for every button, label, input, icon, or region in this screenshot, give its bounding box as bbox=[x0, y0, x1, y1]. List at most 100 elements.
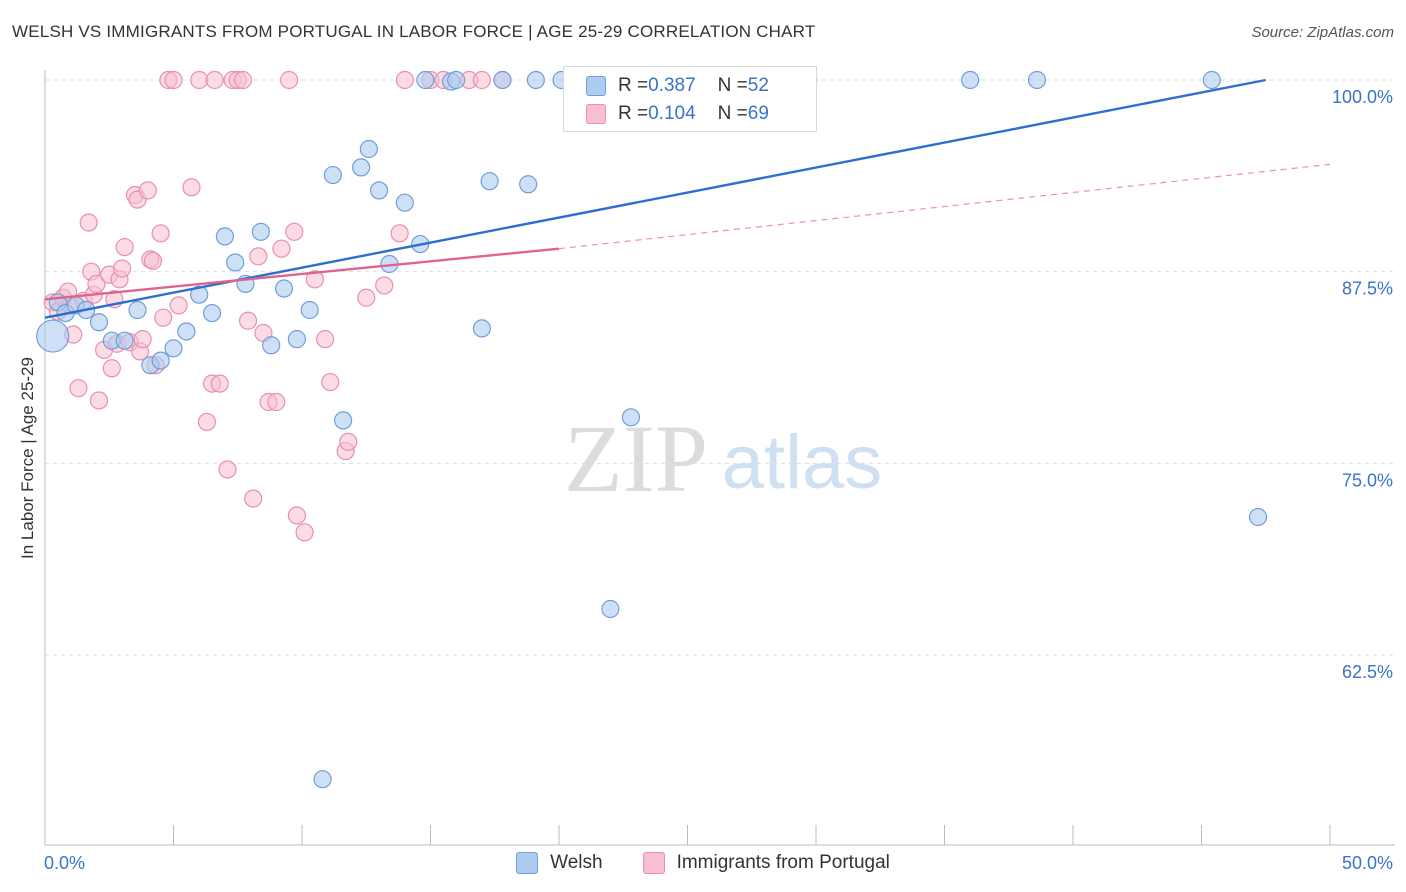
legend-portugal-r-value: 0.104 bbox=[648, 103, 696, 124]
portugal-point-53 bbox=[285, 222, 304, 241]
legend-portugal-r-label: R = bbox=[618, 103, 649, 124]
portugal-point-19 bbox=[112, 259, 132, 278]
welsh-point-13 bbox=[190, 285, 209, 304]
legend-welsh-n-value: 52 bbox=[747, 75, 769, 96]
portugal-point-39 bbox=[205, 70, 224, 90]
portugal-point-31 bbox=[154, 308, 173, 327]
portugal-point-56 bbox=[305, 270, 324, 289]
legend: R = 0.387 N = 52 R = 0.104 N = 69 bbox=[563, 66, 817, 132]
bottom-legend: Welsh Immigrants from Portugal bbox=[0, 852, 1406, 874]
watermark-atlas: atlas bbox=[722, 420, 883, 505]
welsh-point-23 bbox=[313, 770, 332, 789]
portugal-point-62 bbox=[375, 276, 394, 295]
legend-welsh-r-value: 0.387 bbox=[648, 75, 696, 96]
portugal-point-68 bbox=[472, 70, 491, 90]
legend-row-portugal: R = 0.104 N = 69 bbox=[586, 101, 769, 127]
welsh-point-20 bbox=[274, 279, 294, 298]
portugal-point-8 bbox=[79, 213, 98, 232]
bottom-legend-welsh-label: Welsh bbox=[550, 852, 603, 873]
portugal-point-15 bbox=[102, 359, 121, 378]
watermark: ZIP atlas bbox=[564, 405, 882, 512]
portugal-point-57 bbox=[316, 330, 335, 349]
portugal-point-52 bbox=[280, 70, 299, 90]
portugal-point-55 bbox=[295, 523, 314, 542]
portugal-point-47 bbox=[249, 247, 268, 266]
portugal-point-61 bbox=[357, 288, 376, 307]
welsh-point-22 bbox=[300, 300, 319, 320]
bottom-legend-portugal[interactable]: Immigrants from Portugal bbox=[642, 852, 890, 874]
welsh-point-10 bbox=[151, 351, 170, 370]
y-tick-label-1: 75.0% bbox=[1342, 470, 1393, 490]
portugal-point-44 bbox=[233, 70, 252, 90]
welsh-point-28 bbox=[370, 181, 389, 200]
bottom-legend-portugal-label: Immigrants from Portugal bbox=[676, 852, 890, 873]
welsh-point-14 bbox=[202, 303, 222, 323]
chart-source: Source: ZipAtlas.com bbox=[1251, 24, 1394, 41]
welsh-point-5 bbox=[89, 313, 109, 332]
portugal-point-30 bbox=[151, 224, 170, 243]
portugal-point-46 bbox=[244, 489, 263, 508]
welsh-point-12 bbox=[177, 322, 196, 341]
legend-portugal-n-value: 69 bbox=[747, 103, 769, 124]
chart-title: WELSH VS IMMIGRANTS FROM PORTUGAL IN LAB… bbox=[12, 22, 816, 41]
portugal-point-45 bbox=[238, 311, 258, 330]
y-tick-label-2: 87.5% bbox=[1342, 279, 1393, 299]
welsh-point-8 bbox=[128, 300, 147, 320]
portugal-point-54 bbox=[287, 506, 306, 525]
legend-row-welsh: R = 0.387 N = 52 bbox=[586, 73, 769, 99]
welsh-point-11 bbox=[164, 339, 183, 358]
welsh-point-15 bbox=[215, 227, 234, 246]
welsh-point-42 bbox=[601, 599, 620, 619]
welsh-point-18 bbox=[251, 222, 270, 241]
portugal-point-12 bbox=[89, 391, 109, 410]
portugal-point-41 bbox=[218, 460, 237, 479]
legend-portugal-n-label: N = bbox=[717, 103, 748, 124]
portugal-point-50 bbox=[267, 392, 286, 412]
x-tick-label-min: 0.0% bbox=[44, 853, 85, 873]
x-tick-label-max: 50.0% bbox=[1342, 853, 1393, 873]
welsh-point-52 bbox=[1248, 507, 1268, 527]
welsh-point-38 bbox=[519, 175, 538, 194]
portugal-point-35 bbox=[182, 178, 201, 197]
welsh-point-25 bbox=[334, 411, 353, 430]
portugal-point-63 bbox=[390, 224, 409, 243]
bottom-legend-swatch-portugal bbox=[642, 852, 665, 874]
portugal-point-20 bbox=[115, 238, 134, 257]
legend-welsh-r-label: R = bbox=[618, 75, 649, 96]
portugal-point-36 bbox=[190, 70, 209, 90]
bottom-legend-swatch-welsh bbox=[516, 852, 539, 874]
portugal-point-33 bbox=[164, 70, 183, 90]
portugal-trend-extension bbox=[558, 163, 1331, 250]
welsh-point-30 bbox=[395, 193, 414, 212]
portugal-point-51 bbox=[272, 239, 291, 258]
welsh-point-37 bbox=[493, 70, 512, 90]
series-portugal-points bbox=[43, 70, 512, 542]
axes bbox=[44, 70, 1395, 846]
welsh-point-51 bbox=[1202, 70, 1221, 90]
legend-welsh-n-label: N = bbox=[717, 75, 748, 96]
welsh-point-39 bbox=[526, 70, 545, 90]
welsh-point-16 bbox=[226, 253, 245, 272]
welsh-point-35 bbox=[472, 319, 491, 338]
y-tick-label-3: 100.0% bbox=[1332, 87, 1393, 107]
welsh-point-36 bbox=[480, 172, 499, 191]
welsh-point-43 bbox=[621, 408, 641, 427]
welsh-point-34 bbox=[447, 70, 466, 90]
portugal-point-25 bbox=[133, 330, 152, 349]
portugal-point-28 bbox=[143, 251, 163, 271]
portugal-point-37 bbox=[197, 412, 217, 432]
tick-labels: 62.5% 75.0% 87.5% 100.0% 0.0% 50.0% bbox=[44, 87, 1393, 873]
welsh-point-26 bbox=[352, 158, 371, 177]
welsh-point-50 bbox=[1027, 70, 1047, 90]
portugal-point-64 bbox=[395, 70, 414, 90]
welsh-point-32 bbox=[416, 70, 435, 90]
legend-swatch-welsh bbox=[586, 76, 606, 96]
portugal-point-6 bbox=[69, 379, 88, 398]
portugal-point-60 bbox=[339, 432, 358, 451]
welsh-point-49 bbox=[961, 70, 980, 90]
portugal-trend-line bbox=[44, 247, 560, 301]
portugal-point-34 bbox=[169, 296, 188, 315]
welsh-point-19 bbox=[262, 336, 281, 355]
trend-lines bbox=[44, 78, 1331, 319]
bottom-legend-welsh[interactable]: Welsh bbox=[516, 852, 603, 874]
